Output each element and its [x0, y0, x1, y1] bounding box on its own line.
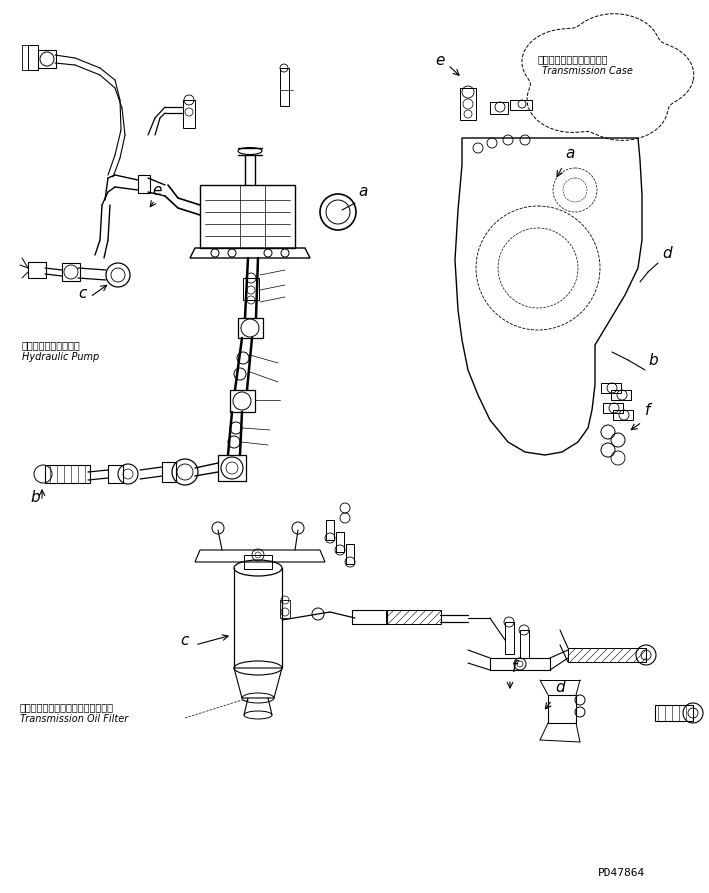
- Bar: [45, 465, 90, 483]
- Text: c: c: [78, 286, 86, 301]
- Bar: [243, 278, 259, 300]
- Text: Transmission Oil Filter: Transmission Oil Filter: [20, 714, 128, 724]
- Bar: [244, 555, 272, 569]
- Text: トランスミッションケース: トランスミッションケース: [538, 54, 608, 64]
- Text: PD47864: PD47864: [598, 868, 645, 878]
- Bar: [326, 520, 334, 540]
- Bar: [346, 544, 354, 564]
- Text: Transmission Case: Transmission Case: [542, 66, 633, 76]
- Bar: [611, 390, 631, 400]
- Text: d: d: [555, 680, 564, 695]
- Text: トランスミッションオイルフィルタ: トランスミッションオイルフィルタ: [20, 702, 114, 712]
- Bar: [505, 622, 514, 654]
- Bar: [218, 455, 246, 481]
- Bar: [183, 100, 195, 128]
- Bar: [386, 610, 441, 624]
- Bar: [601, 383, 621, 393]
- Bar: [162, 462, 176, 482]
- Text: a: a: [358, 184, 367, 199]
- Bar: [490, 658, 550, 670]
- Bar: [38, 50, 56, 68]
- Bar: [603, 403, 623, 413]
- Text: d: d: [662, 246, 671, 261]
- Text: b: b: [30, 490, 40, 505]
- Bar: [613, 410, 633, 420]
- Text: b: b: [648, 353, 658, 368]
- Bar: [230, 390, 255, 412]
- Bar: [62, 263, 80, 281]
- Text: ハイドロリックポンプ: ハイドロリックポンプ: [22, 340, 81, 350]
- Bar: [28, 262, 46, 278]
- Bar: [655, 705, 693, 721]
- Bar: [490, 102, 508, 114]
- Bar: [138, 175, 150, 193]
- Text: Hydraulic Pump: Hydraulic Pump: [22, 352, 99, 362]
- Text: e: e: [152, 183, 162, 198]
- Bar: [520, 630, 529, 658]
- Text: f: f: [512, 660, 518, 675]
- Bar: [108, 465, 123, 483]
- Bar: [238, 318, 263, 338]
- Bar: [352, 610, 387, 624]
- Text: e: e: [435, 53, 445, 68]
- Bar: [568, 648, 646, 662]
- Bar: [336, 532, 344, 552]
- Bar: [548, 695, 576, 723]
- Bar: [510, 100, 532, 110]
- Text: f: f: [645, 403, 650, 418]
- Bar: [280, 68, 289, 106]
- Text: a: a: [565, 146, 574, 161]
- Bar: [460, 88, 476, 120]
- Bar: [280, 600, 290, 618]
- Text: c: c: [180, 633, 189, 648]
- Bar: [28, 45, 38, 70]
